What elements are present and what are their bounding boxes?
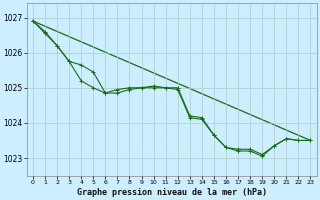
X-axis label: Graphe pression niveau de la mer (hPa): Graphe pression niveau de la mer (hPa) [77,188,267,197]
